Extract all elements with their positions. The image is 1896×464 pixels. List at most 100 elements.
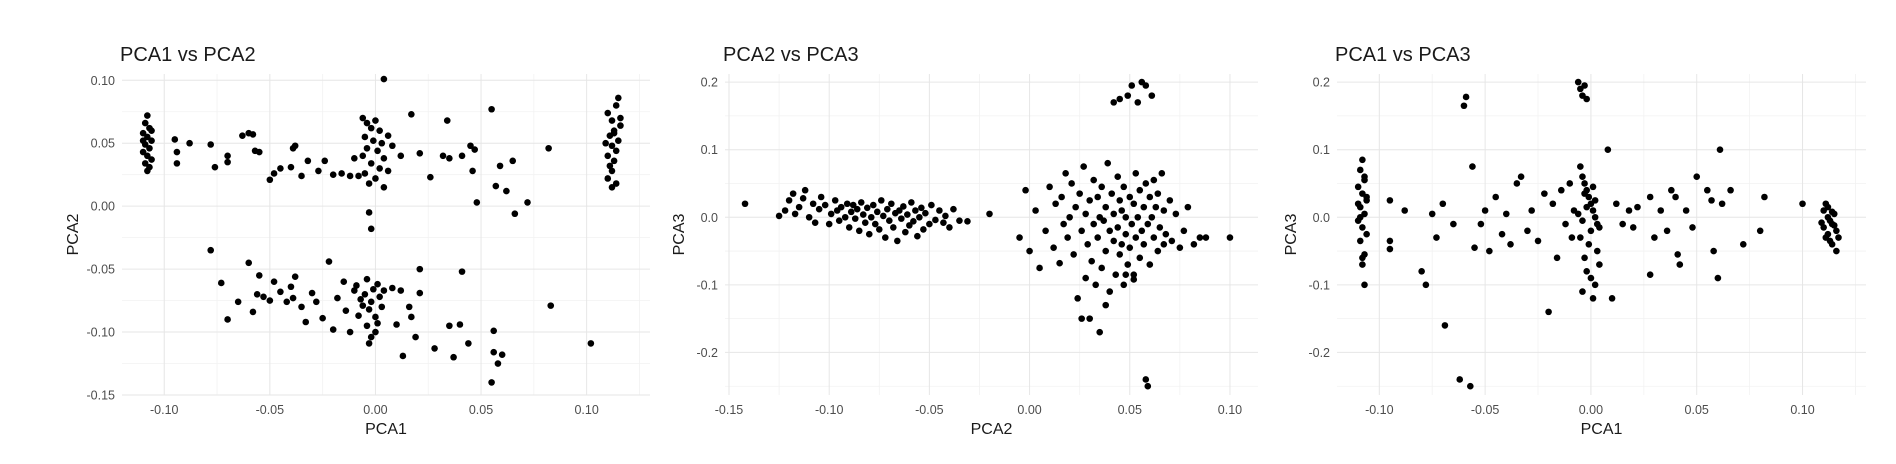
chart-2-point — [1142, 180, 1150, 187]
chart-1-point — [380, 287, 388, 294]
chart-1-y-tick-label: 0.00 — [91, 200, 115, 214]
chart-1-point — [496, 162, 504, 170]
chart-2-point — [1016, 234, 1023, 241]
chart-1-point — [255, 272, 263, 279]
chart-3-point — [1557, 186, 1565, 194]
chart-2-point — [809, 200, 817, 208]
chart-3-point — [1708, 197, 1715, 204]
chart-2-point — [1144, 220, 1152, 228]
chart-2-point — [1026, 247, 1033, 255]
chart-3-point — [1629, 224, 1637, 231]
chart-1-point — [467, 142, 474, 150]
chart-2-point — [1056, 259, 1063, 267]
chart-1-point — [224, 316, 231, 323]
chart-3-point — [1528, 207, 1535, 214]
chart-2-point — [1088, 257, 1095, 265]
chart-1-point — [606, 162, 614, 170]
chart-3-point — [1583, 95, 1590, 103]
chart-2-x-tick-label: -0.15 — [715, 403, 744, 417]
chart-1-point — [405, 303, 413, 311]
chart-2-point — [817, 193, 825, 201]
chart-2-point — [1142, 82, 1150, 89]
chart-3-y-tick-label: -0.2 — [1308, 346, 1330, 360]
chart-1-point — [456, 321, 464, 328]
chart-2-point — [888, 200, 895, 208]
chart-1-point — [139, 129, 147, 137]
chart-2-point — [882, 234, 889, 241]
chart-2-point — [1090, 176, 1097, 184]
chart-2-point — [932, 216, 939, 224]
chart-1-point — [308, 289, 316, 297]
chart-3-point — [1756, 227, 1764, 235]
chart-1-point — [488, 105, 495, 113]
chart-2-point — [1150, 234, 1158, 241]
chart-2-point — [1078, 315, 1085, 322]
chart-1-point — [365, 209, 373, 216]
chart-3-point — [1361, 173, 1368, 181]
chart-1-point — [346, 172, 354, 180]
chart-1-point — [148, 127, 155, 134]
chart-2-point — [1124, 92, 1132, 99]
chart-1-point — [545, 144, 552, 152]
chart-2-point — [1058, 193, 1065, 201]
chart-3-point — [1589, 207, 1597, 214]
chart-1-point — [374, 319, 381, 327]
chart-2-point — [1146, 261, 1154, 268]
chart-3-point — [1591, 197, 1599, 204]
chart-1-point — [471, 146, 479, 153]
chart-1-point — [287, 283, 295, 291]
chart-2-point — [1042, 227, 1049, 235]
chart-3-x-tick-label: 0.00 — [1579, 403, 1603, 417]
chart-1-point — [253, 290, 261, 298]
chart-3-point — [1481, 207, 1489, 214]
chart-2-point — [789, 190, 797, 197]
chart-3-point — [1579, 217, 1586, 224]
chart-2-point — [827, 210, 835, 218]
chart-1-point — [378, 303, 386, 311]
chart-1-point — [378, 139, 386, 147]
chart-1-point — [446, 155, 453, 162]
chart-1-point — [612, 102, 620, 109]
chart-2-point — [1110, 210, 1118, 218]
chart-3-point — [1359, 156, 1366, 164]
chart-3-point — [1589, 183, 1597, 191]
chart-1-point — [615, 137, 622, 145]
chart-1-point — [298, 172, 305, 180]
chart-2-point — [1202, 234, 1210, 241]
chart-1-panel: -0.10 -0.05 0.00 0.05 0.10 -0.15 -0.10 -0.05 0.0… — [65, 44, 650, 438]
chart-1-point — [458, 152, 466, 160]
chart-2-point — [1114, 173, 1122, 181]
chart-2-point — [825, 220, 833, 228]
chart-2-point — [843, 200, 851, 208]
chart-1-y-tick-label: -0.10 — [87, 326, 116, 340]
chart-2-point — [920, 226, 927, 233]
chart-1-x-tick-label: 0.00 — [363, 403, 387, 417]
chart-2-point — [896, 207, 903, 214]
chart-1-point — [361, 133, 369, 141]
chart-3-y-tick-label: 0.2 — [1313, 76, 1330, 90]
chart-1-point — [376, 165, 383, 172]
chart-2-point — [1068, 180, 1075, 187]
chart-1-point — [144, 133, 151, 141]
chart-2-point — [857, 199, 865, 206]
chart-2-point — [884, 205, 891, 213]
chart-1-point — [224, 158, 231, 166]
chart-1-point — [266, 176, 274, 184]
chart-2-point — [1154, 190, 1162, 197]
chart-2-point — [902, 228, 909, 236]
chart-1-point — [509, 157, 517, 165]
chart-2-point — [1138, 227, 1146, 235]
chart-2-point — [1098, 183, 1106, 191]
chart-3-point — [1428, 210, 1436, 218]
chart-2-point — [1110, 237, 1118, 245]
chart-2-point — [847, 208, 855, 216]
chart-1-x-axis-label: PCA1 — [365, 421, 407, 438]
chart-2-point — [1090, 220, 1097, 228]
chart-1-point — [408, 110, 415, 118]
chart-2-point — [1120, 183, 1128, 191]
chart-2-point — [851, 215, 859, 222]
chart-1-point — [399, 352, 407, 360]
chart-2-point — [1046, 183, 1053, 191]
chart-3-point — [1524, 227, 1531, 235]
chart-2-point — [1050, 244, 1057, 251]
